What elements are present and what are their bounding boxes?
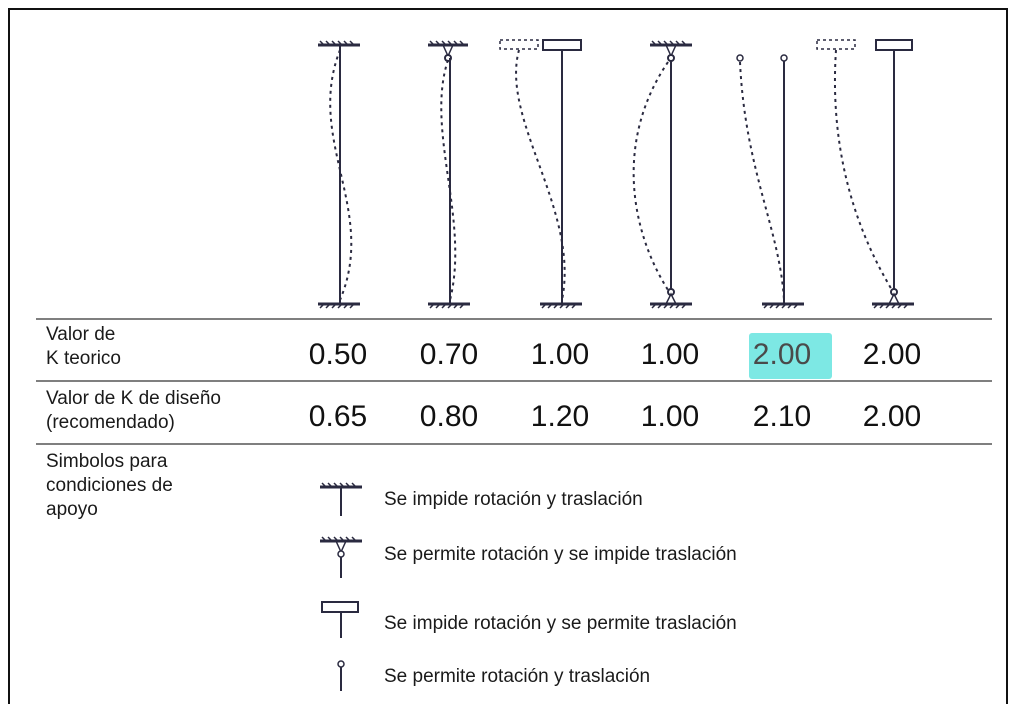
legend-text-guided: Se impide rotación y se permite traslaci… [384, 613, 737, 634]
column-diagram-1 [318, 40, 360, 309]
legend-text-fixed: Se impide rotación y traslación [384, 489, 643, 510]
row-label-design-2: (recomendado) [46, 412, 175, 433]
k-theoretical-value: 2.00 [863, 338, 921, 371]
k-design-value: 2.00 [863, 400, 921, 433]
guided-support-icon [542, 39, 582, 51]
displaced-free-end [736, 54, 744, 62]
row-label-design-1: Valor de K de diseño [46, 388, 221, 409]
column-diagram-4 [632, 40, 692, 309]
fixed-support-icon [762, 302, 804, 309]
k-design-value: 1.20 [531, 400, 589, 433]
buckled-shape [739, 61, 785, 301]
buckled-shape [329, 49, 353, 301]
pinned-support-icon [650, 288, 692, 309]
pinned-support-icon [320, 536, 362, 578]
column-diagram-3 [499, 39, 582, 309]
buckled-shape [833, 49, 893, 291]
free-end-icon [337, 660, 345, 691]
k-design-value: 2.10 [753, 400, 811, 433]
k-theoretical-value: 2.00 [753, 338, 811, 371]
fixed-support-icon [318, 40, 360, 47]
k-theoretical-value: 0.70 [420, 338, 478, 371]
pinned-support-icon [428, 40, 468, 62]
displaced-guide-outline [499, 39, 539, 50]
buckled-shape [632, 61, 669, 291]
row-label-theoretical-2: K teorico [46, 348, 121, 369]
free-end-icon [780, 54, 788, 62]
buckled-shape [515, 49, 566, 301]
column-diagram-6 [816, 39, 914, 309]
fixed-support-icon [318, 302, 360, 309]
fixed-support-icon [428, 302, 470, 309]
legend-text-pinned: Se permite rotación y se impide traslaci… [384, 544, 737, 565]
pinned-support-icon [650, 40, 692, 62]
k-theoretical-value: 0.50 [309, 338, 367, 371]
fixed-support-icon [540, 302, 582, 309]
highlight-mark [749, 333, 832, 379]
k-theoretical-value: 1.00 [641, 338, 699, 371]
k-design-value: 1.00 [641, 400, 699, 433]
row-label-symbols-2: condiciones de [46, 475, 173, 496]
k-theoretical-value: 1.00 [531, 338, 589, 371]
column-diagram-2 [428, 40, 470, 309]
pinned-support-icon [872, 288, 914, 309]
fixed-support-icon [320, 482, 362, 516]
guided-support-icon [321, 601, 359, 638]
row-label-theoretical-1: Valor de [46, 324, 115, 345]
frame-border [8, 8, 1008, 704]
k-design-value: 0.80 [420, 400, 478, 433]
row-label-symbols-3: apoyo [46, 499, 98, 520]
buckled-shape [440, 59, 457, 301]
guided-support-icon [875, 39, 913, 51]
displaced-guide-outline [816, 39, 856, 50]
legend-text-free: Se permite rotación y traslación [384, 666, 650, 687]
k-design-value: 0.65 [309, 400, 367, 433]
row-label-symbols-1: Simbolos para [46, 451, 168, 472]
column-diagram-5 [736, 54, 804, 309]
